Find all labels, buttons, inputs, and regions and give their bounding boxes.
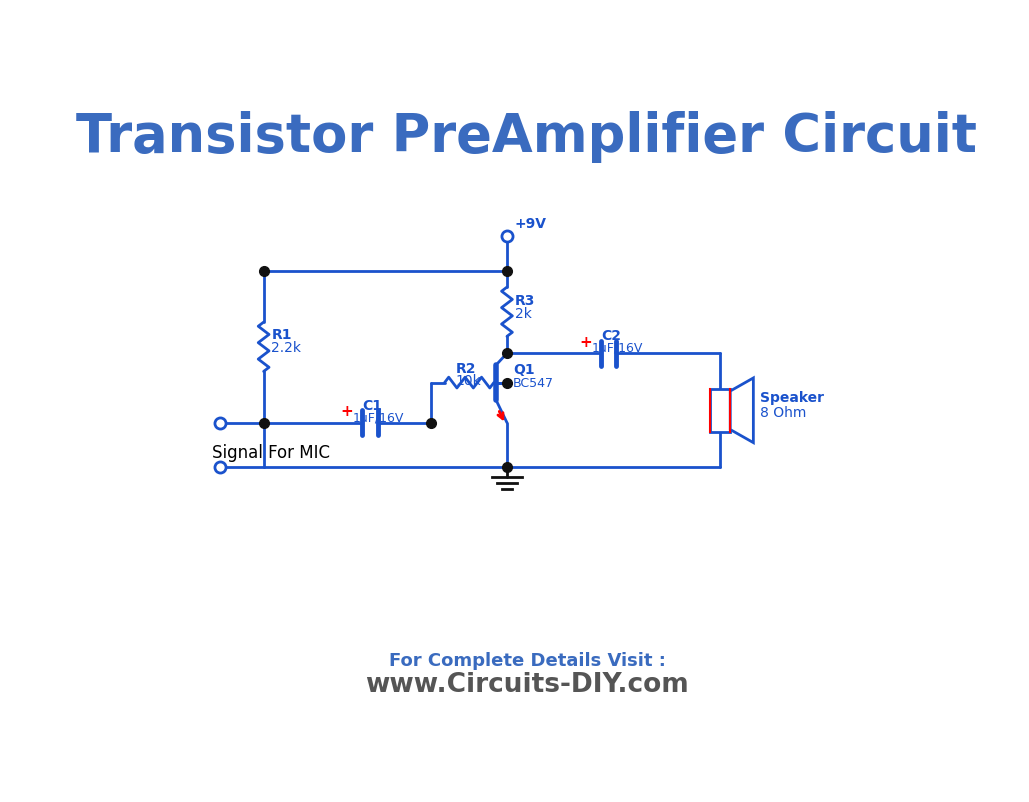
Text: R2: R2 [456,362,475,375]
Text: C2: C2 [601,329,620,343]
Text: For Complete Details Visit :: For Complete Details Visit : [389,651,666,669]
Text: 2.2k: 2.2k [272,341,301,355]
Text: Speaker: Speaker [759,391,823,404]
Text: 10k: 10k [456,374,482,387]
Text: C1: C1 [362,399,382,412]
Text: Q1: Q1 [513,363,535,377]
Text: 1uF/16V: 1uF/16V [353,411,404,423]
Text: +: + [341,403,353,419]
Text: +: + [579,334,592,349]
Polygon shape [731,379,753,443]
Text: 2k: 2k [514,306,532,321]
Text: BC547: BC547 [513,377,555,390]
Text: +9V: +9V [514,217,546,231]
Text: R3: R3 [514,294,535,308]
Text: Transistor PreAmplifier Circuit: Transistor PreAmplifier Circuit [76,111,978,163]
Text: Signal For MIC: Signal For MIC [212,444,330,462]
Text: R1: R1 [272,327,292,341]
Text: 1uF/16V: 1uF/16V [592,342,643,354]
Text: www.Circuits-DIY.com: www.Circuits-DIY.com [365,671,688,698]
Bar [710,389,731,432]
Text: 8 Ohm: 8 Ohm [759,405,806,419]
